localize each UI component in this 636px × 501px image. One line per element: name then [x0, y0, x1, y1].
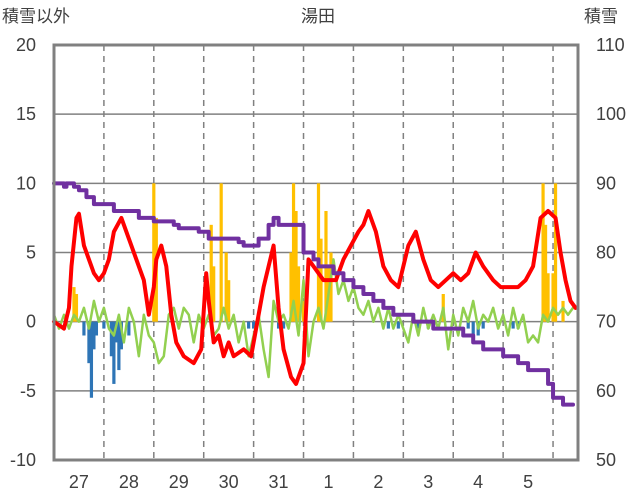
bar	[72, 287, 76, 322]
right-tick-label: 110	[596, 35, 625, 55]
bar	[296, 266, 301, 322]
grid	[54, 45, 578, 460]
right-tick-label: 70	[596, 312, 616, 332]
bar	[386, 321, 390, 329]
series-line	[52, 209, 578, 386]
bar	[94, 321, 99, 336]
bar	[329, 252, 333, 322]
right-tick-label: 100	[596, 104, 626, 124]
x-tick-label: 2	[373, 472, 383, 492]
bar	[511, 321, 515, 329]
bar	[319, 238, 323, 322]
bar	[92, 321, 96, 350]
left-tick-label: 5	[26, 243, 36, 263]
bar	[291, 183, 296, 322]
bar	[82, 321, 86, 336]
bar	[543, 224, 548, 322]
bar	[541, 183, 545, 322]
bar	[209, 224, 213, 322]
bar	[471, 321, 475, 343]
x-tick-label: 5	[523, 472, 533, 492]
x-tick-label: 27	[69, 472, 89, 492]
bar	[301, 300, 306, 322]
bar	[212, 266, 216, 322]
x-tick-label: 4	[473, 472, 483, 492]
left-tick-label: 20	[16, 35, 36, 55]
x-tick-label: 30	[219, 472, 239, 492]
left-tick-label: 10	[16, 173, 36, 193]
bar	[227, 280, 231, 322]
x-tick-label: 31	[269, 472, 289, 492]
bar	[114, 321, 118, 343]
bar	[396, 321, 400, 329]
bar	[89, 321, 94, 398]
series-line	[52, 258, 575, 379]
bar	[289, 252, 293, 322]
bar	[112, 321, 116, 384]
right-tick-label: 60	[596, 381, 616, 401]
bar	[416, 321, 420, 329]
bar	[551, 273, 555, 322]
bar	[219, 183, 223, 322]
right-tick-label: 90	[596, 173, 616, 193]
bar	[109, 321, 113, 357]
bar	[127, 321, 131, 336]
left-tick-label: 0	[26, 312, 36, 332]
bar	[152, 183, 156, 322]
bar	[117, 321, 121, 371]
bar	[276, 321, 281, 329]
left-tick-label: 15	[16, 104, 36, 124]
bar	[316, 183, 321, 322]
right-tick-label: 80	[596, 243, 616, 263]
series-line	[52, 181, 576, 407]
bar	[546, 273, 550, 322]
x-tick-label: 29	[169, 472, 189, 492]
x-tick-label: 1	[323, 472, 333, 492]
right-axis-label: 積雪	[584, 7, 618, 27]
bar	[561, 300, 565, 322]
bar	[87, 321, 91, 364]
bar	[281, 321, 286, 329]
bar	[102, 321, 106, 329]
chart-title: 湯田	[301, 7, 335, 27]
right-tick-label: 50	[596, 450, 616, 470]
bar	[294, 211, 298, 322]
bar	[247, 321, 251, 329]
bar	[252, 321, 256, 329]
left-tick-label: -5	[20, 381, 36, 401]
x-tick-label: 3	[423, 472, 433, 492]
bar	[74, 294, 79, 322]
bar	[481, 321, 485, 329]
left-tick-label: -10	[10, 450, 36, 470]
plot-frame	[52, 43, 580, 462]
x-tick-label: 28	[119, 472, 139, 492]
bar	[553, 183, 558, 322]
series-layer	[52, 181, 578, 407]
left-axis-label: 積雪以外	[2, 7, 70, 27]
bar	[466, 321, 470, 329]
bar	[224, 252, 228, 322]
